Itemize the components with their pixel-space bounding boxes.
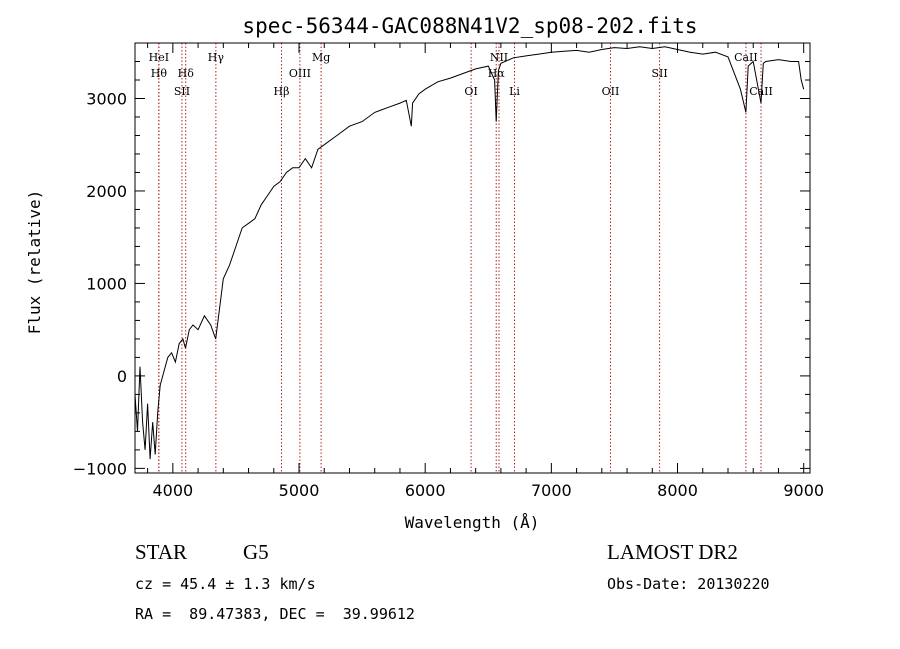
line-label: Hθ — [151, 67, 168, 80]
y-tick-label: 0 — [117, 367, 127, 386]
y-tick-label: 3000 — [86, 89, 127, 108]
line-label: HeI — [149, 51, 169, 64]
line-label: NII — [490, 51, 508, 64]
line-label: CaII — [749, 85, 773, 98]
line-label: CaII — [734, 51, 758, 64]
y-tick-label: 2000 — [86, 182, 127, 201]
x-tick-label: 6000 — [405, 481, 446, 500]
x-tick-label: 9000 — [783, 481, 824, 500]
spectrum-series-line — [134, 46, 805, 460]
y-axis-ticks: −1000 0 1000 2000 3000 — [73, 60, 810, 478]
spectral-line-markers — [158, 43, 762, 473]
coordinates: RA = 89.47383, DEC = 39.99612 — [135, 605, 415, 623]
line-label: SII — [174, 85, 190, 98]
line-label: Hγ — [208, 51, 225, 64]
line-label: Mg — [312, 51, 330, 64]
line-label: Hα — [488, 67, 506, 80]
line-label: Li — [509, 85, 520, 98]
line-label: OII — [602, 85, 620, 98]
redshift-value: cz = 45.4 ± 1.3 km/s — [135, 575, 316, 593]
chart-title: spec-56344-GAC088N41V2_sp08-202.fits — [242, 14, 697, 38]
line-label: Hδ — [178, 67, 195, 80]
observation-date: Obs-Date: 20130220 — [607, 575, 770, 593]
x-tick-label: 4000 — [152, 481, 193, 500]
x-tick-label: 5000 — [279, 481, 320, 500]
x-tick-label: 7000 — [531, 481, 572, 500]
survey-name: LAMOST DR2 — [607, 540, 738, 564]
line-label: Hβ — [274, 85, 290, 98]
line-label: OIII — [289, 67, 311, 80]
line-label: OI — [464, 85, 477, 98]
x-axis-label: Wavelength (Å) — [405, 513, 540, 532]
y-tick-label: −1000 — [73, 459, 127, 478]
line-label: SII — [651, 67, 667, 80]
object-subclass: G5 — [243, 540, 269, 564]
y-axis-label: Flux (relative) — [25, 190, 44, 335]
plot-frame — [134, 42, 811, 474]
x-axis-ticks: 4000 5000 6000 7000 8000 9000 — [147, 43, 824, 500]
x-tick-label: 8000 — [657, 481, 698, 500]
y-tick-label: 1000 — [86, 274, 127, 293]
object-class: STAR — [135, 540, 187, 564]
